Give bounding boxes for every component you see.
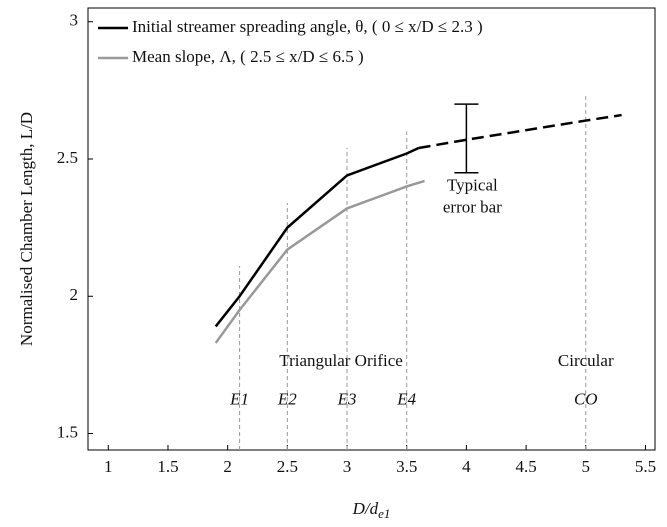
x-tick-label: 5 — [582, 457, 591, 476]
series-line — [214, 179, 425, 344]
annotation: CO — [574, 389, 598, 408]
y-tick-label: 2 — [70, 285, 79, 304]
annotation: E4 — [396, 389, 416, 408]
x-tick-label: 2.5 — [277, 457, 298, 476]
annotation: Circular — [558, 351, 614, 370]
x-tick-label: 1 — [104, 457, 113, 476]
annotation: error bar — [443, 197, 502, 216]
annotation: E3 — [337, 389, 357, 408]
x-tick-label: 2 — [223, 457, 232, 476]
x-label-sub: e1 — [378, 506, 390, 521]
x-tick-label: 4 — [462, 457, 471, 476]
x-axis-label: D/de1 — [352, 499, 391, 521]
x-tick-label: 3 — [343, 457, 352, 476]
series-line — [418, 113, 622, 150]
y-tick-label: 3 — [70, 11, 79, 30]
annotation: E2 — [277, 389, 297, 408]
annotation: Triangular Orifice — [279, 351, 403, 370]
y-tick-label: 2.5 — [57, 148, 78, 167]
x-tick-label: 1.5 — [157, 457, 178, 476]
legend-label: Mean slope, Λ, ( 2.5 ≤ x/D ≤ 6.5 ) — [132, 47, 364, 66]
x-label-main: D/d — [352, 499, 379, 518]
y-tick-label: 1.5 — [57, 422, 78, 441]
plot-frame — [87, 7, 656, 451]
x-tick-label: 5.5 — [635, 457, 656, 476]
x-tick-label: 4.5 — [515, 457, 536, 476]
annotation: E1 — [229, 389, 249, 408]
series-line — [214, 146, 420, 328]
annotation: Typical — [447, 175, 498, 194]
x-tick-label: 3.5 — [396, 457, 417, 476]
y-axis-label: Normalised Chamber Length, L/D — [17, 112, 36, 346]
legend-label: Initial streamer spreading angle, θ, ( 0… — [132, 17, 483, 36]
